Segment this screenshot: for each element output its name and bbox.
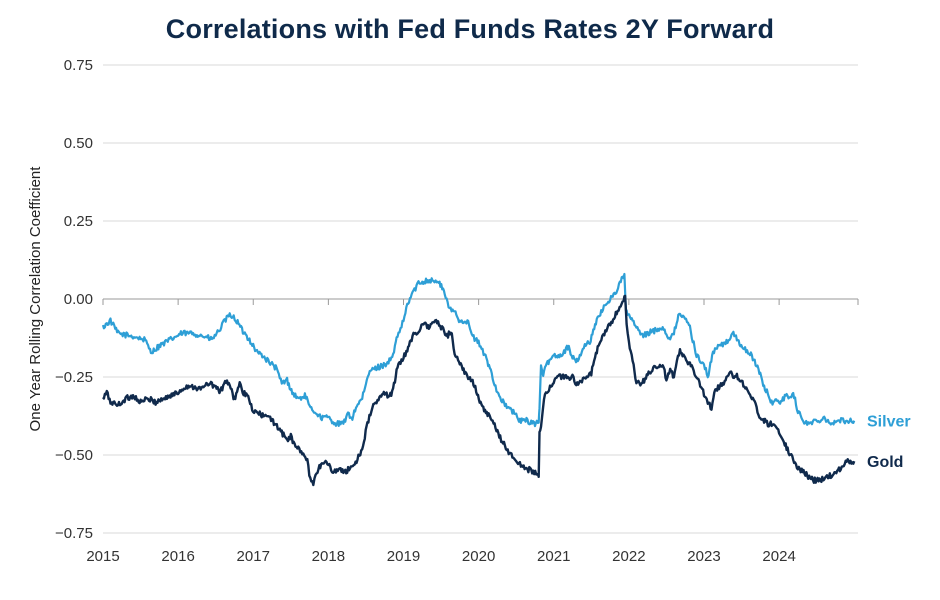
y-tick-label: −0.25 [55, 369, 93, 386]
x-tick-label: 2015 [86, 548, 119, 565]
y-tick-label: −0.50 [55, 447, 93, 464]
y-tick-label: 0.25 [64, 213, 93, 230]
legend: Silver Gold [867, 414, 911, 472]
y-axis-ticks: 0.75 0.50 0.25 0.00 −0.25 −0.50 −0.75 [55, 57, 93, 542]
y-axis-label: One Year Rolling Correlation Coefficient [27, 166, 44, 432]
x-tick-label: 2019 [387, 548, 420, 565]
series-line-gold [102, 294, 856, 487]
y-tick-label: 0.50 [64, 135, 93, 152]
x-tick-label: 2023 [687, 548, 720, 565]
x-axis: 2015 2016 2017 2018 2019 2020 2021 2022 2023 2024 [86, 298, 859, 565]
x-tick-label: 2022 [612, 548, 645, 565]
gridlines [103, 64, 858, 534]
x-tick-label: 2016 [161, 548, 194, 565]
x-tick-label: 2024 [762, 548, 795, 565]
x-tick-label: 2020 [462, 548, 495, 565]
series-lines [101, 272, 856, 487]
legend-label-gold: Gold [867, 454, 903, 471]
chart-title: Correlations with Fed Funds Rates 2Y For… [165, 14, 775, 44]
series-line-silver [101, 272, 856, 428]
y-tick-label: −0.75 [55, 525, 93, 542]
x-tick-label: 2021 [537, 548, 570, 565]
y-tick-label: 0.00 [64, 291, 93, 308]
y-tick-label: 0.75 [64, 57, 93, 74]
legend-label-silver: Silver [867, 414, 911, 431]
x-tick-label: 2017 [237, 548, 270, 565]
x-tick-label: 2018 [312, 548, 345, 565]
